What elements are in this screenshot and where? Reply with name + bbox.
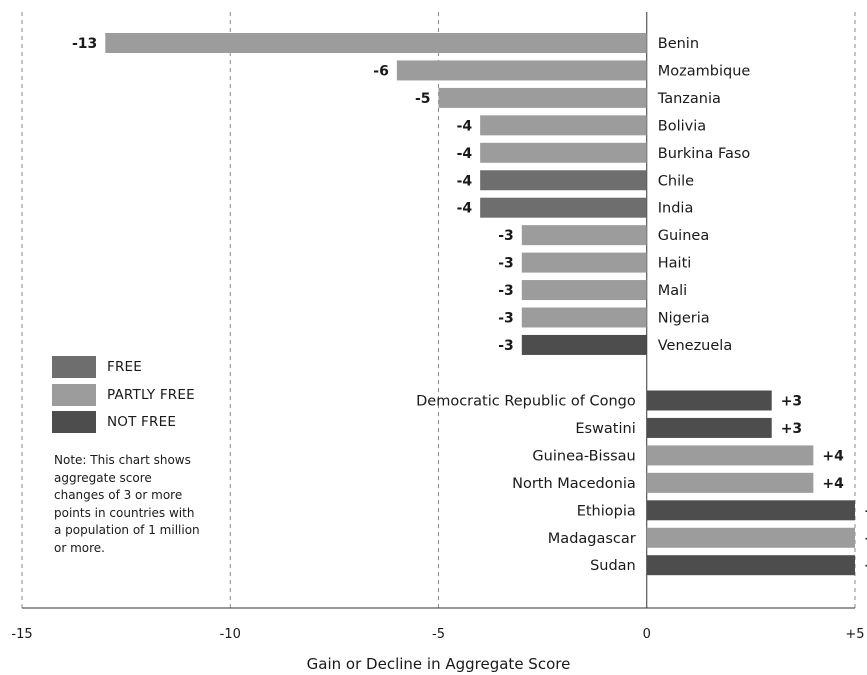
value-label-13: +3 [781, 421, 802, 437]
country-label-11: Venezuela [658, 338, 732, 354]
value-label-0: -13 [72, 36, 97, 52]
bar-11 [521, 334, 647, 355]
legend-swatch-partly-free [52, 383, 96, 406]
bar-12 [646, 390, 772, 411]
value-label-10: -3 [498, 311, 514, 327]
country-label-7: Guinea [658, 228, 709, 244]
country-label-18: Sudan [590, 558, 636, 574]
legend-item-free: FREE [52, 356, 195, 378]
bar-0 [105, 33, 647, 53]
value-label-1: -6 [373, 63, 389, 79]
country-label-9: Mali [658, 283, 687, 299]
legend-item-partly-free: PARTLY FREE [52, 383, 195, 406]
country-label-0: Benin [658, 36, 699, 52]
country-label-13: Eswatini [575, 421, 635, 437]
value-label-9: -3 [498, 283, 514, 299]
x-axis-label: Gain or Decline in Aggregate Score [307, 655, 571, 673]
legend-label-partly-free: PARTLY FREE [107, 386, 195, 403]
country-label-17: Madagascar [548, 531, 636, 547]
bar-17 [646, 527, 855, 548]
value-label-11: -3 [498, 338, 514, 354]
x-tick-label-3: 0 [643, 627, 651, 642]
value-label-14: +4 [822, 448, 844, 464]
value-label-16: +5 [864, 503, 867, 519]
bar-5 [480, 170, 647, 191]
value-label-17: +5 [864, 531, 867, 547]
bar-3 [480, 115, 647, 136]
country-label-16: Ethiopia [577, 503, 636, 519]
country-label-4: Burkina Faso [658, 146, 751, 162]
bar-14 [646, 445, 814, 466]
value-label-7: -3 [498, 228, 514, 244]
country-label-10: Nigeria [658, 311, 710, 327]
x-tick-label-0: -15 [11, 627, 32, 642]
bar-4 [480, 142, 647, 163]
bar-8 [521, 252, 647, 273]
chart-note: Note: This chart shows aggregate score c… [54, 453, 200, 555]
legend-label-free: FREE [107, 359, 143, 375]
value-label-18: +5 [864, 558, 867, 574]
country-label-1: Mozambique [658, 63, 751, 79]
value-label-6: -4 [457, 201, 473, 217]
value-label-2: -5 [415, 91, 431, 107]
legend-swatch-free [52, 356, 96, 378]
value-label-8: -3 [498, 256, 514, 272]
country-label-3: Bolivia [658, 118, 706, 134]
x-tick-label-1: -10 [220, 627, 241, 642]
value-label-12: +3 [781, 394, 802, 410]
legend-swatch-not-free [52, 411, 96, 433]
country-label-14: Guinea-Bissau [532, 448, 635, 464]
value-label-3: -4 [457, 118, 473, 134]
country-label-2: Tanzania [657, 91, 721, 107]
bar-2 [438, 87, 647, 108]
bar-16 [646, 500, 855, 521]
bar-9 [521, 280, 647, 301]
x-tick-label-4: +5 [845, 627, 864, 642]
bar-1 [396, 60, 647, 81]
bar-15 [646, 472, 814, 493]
value-label-15: +4 [822, 476, 844, 492]
country-label-5: Chile [658, 173, 694, 189]
country-label-12: Democratic Republic of Congo [416, 394, 636, 410]
value-label-5: -4 [457, 173, 473, 189]
country-label-15: North Macedonia [512, 476, 636, 492]
bar-13 [646, 417, 772, 438]
country-label-8: Haiti [658, 256, 692, 272]
country-label-6: India [658, 201, 694, 217]
bar-6 [480, 197, 647, 218]
bar-7 [521, 225, 647, 246]
bar-10 [521, 307, 647, 328]
legend-label-not-free: NOT FREE [107, 414, 177, 430]
legend-item-not-free: NOT FREE [52, 411, 195, 433]
x-tick-label-2: -5 [432, 627, 445, 642]
bar-18 [646, 555, 855, 576]
legend: FREE PARTLY FREE NOT FREE [52, 356, 195, 439]
value-label-4: -4 [457, 146, 473, 162]
